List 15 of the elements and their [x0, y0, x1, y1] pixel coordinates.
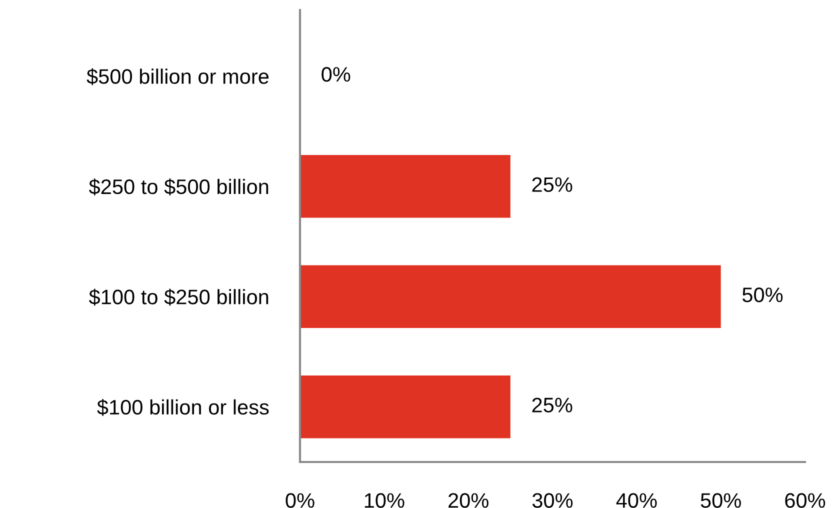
data-label: 50%	[742, 287, 783, 302]
data-label: 0%	[322, 66, 350, 82]
x-tick-label: 10%	[364, 493, 404, 508]
data-label: 25%	[532, 177, 572, 192]
x-tick-label: 0%	[286, 493, 314, 508]
x-tick-label: 30%	[532, 493, 573, 508]
x-tick-label: 60%	[785, 493, 826, 508]
x-tick-label: 50%	[700, 493, 741, 508]
y-tick-label: $250 to $500 billion	[88, 178, 268, 196]
y-tick-label: $100 billion or less	[97, 399, 269, 416]
x-tick-label: 40%	[616, 493, 657, 508]
y-tick-label: $500 billion or more	[86, 68, 269, 86]
data-label: 25%	[532, 398, 572, 412]
x-tick-label: 20%	[448, 493, 488, 508]
y-tick-label: $100 to $250 billion	[88, 288, 268, 306]
